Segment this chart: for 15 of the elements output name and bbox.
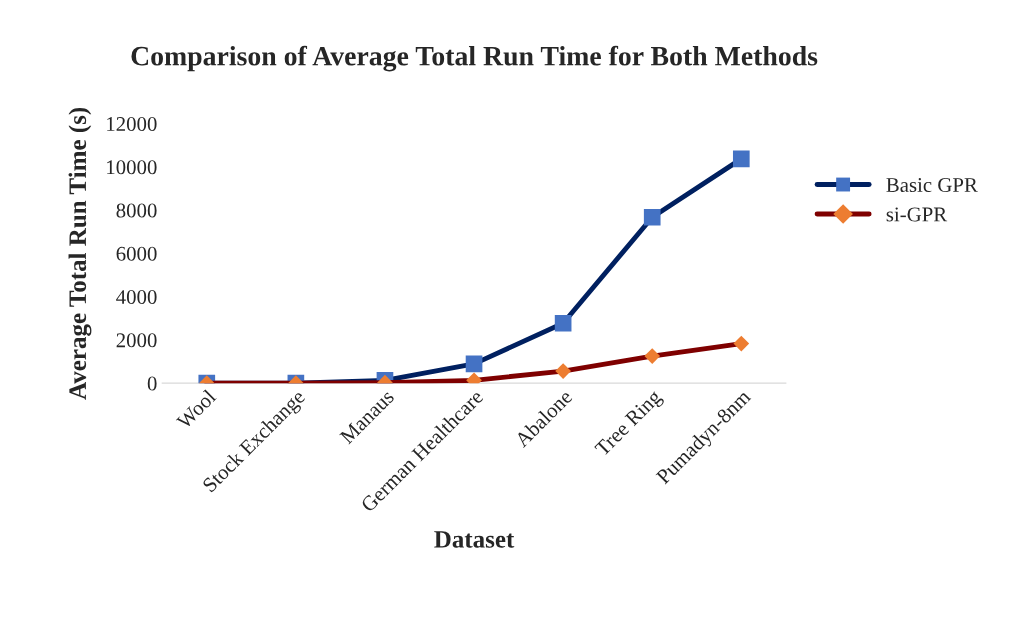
y-tick-label: 2000 bbox=[116, 333, 157, 348]
y-axis-title: Average Total Run Time (s) bbox=[68, 107, 92, 400]
y-tick-label: 0 bbox=[147, 376, 157, 391]
y-tick-label: 8000 bbox=[116, 203, 157, 218]
y-tick-label: 6000 bbox=[116, 246, 157, 261]
y-tick-label: 4000 bbox=[116, 290, 157, 305]
point bbox=[554, 314, 572, 332]
y-tick-label: 10000 bbox=[107, 160, 157, 175]
legend-label: si-GPR bbox=[886, 207, 948, 222]
chart-title: Comparison of Average Total Run Time for Both Methods bbox=[131, 45, 818, 72]
point bbox=[643, 208, 661, 226]
legend-label: Basic GPR bbox=[886, 178, 978, 193]
y-tick-label: 12000 bbox=[107, 116, 157, 132]
point bbox=[732, 150, 750, 168]
x-axis-title: Dataset bbox=[434, 531, 515, 548]
